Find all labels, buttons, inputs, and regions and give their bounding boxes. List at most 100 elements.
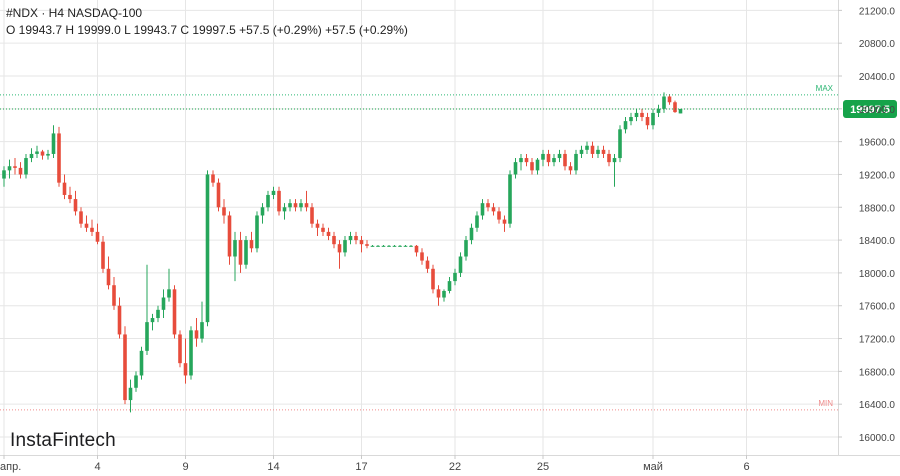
candle-body [656,108,661,113]
candle [436,285,441,306]
candle [227,211,232,265]
x-tick-label: апр. [0,461,21,473]
candle-body [13,166,17,168]
candle [134,371,138,392]
candle [612,153,617,187]
candle [68,186,72,204]
candle [524,153,529,167]
candle [46,149,50,160]
candle-body [425,260,430,269]
candle-body [348,235,353,241]
candle [2,166,6,187]
candle [321,223,325,236]
candle-body [40,151,45,156]
candle-body [453,272,457,282]
candle [315,219,320,236]
candle-body [233,240,237,257]
candle-body [442,290,446,298]
candle [469,223,474,245]
candle-body [596,149,600,154]
candle [128,379,133,413]
candle-body [480,203,485,216]
candle-body [293,203,298,208]
candle [7,159,12,179]
candle [205,170,210,327]
candle [216,178,221,212]
candle [266,190,270,212]
candle [508,170,512,228]
candle-body [387,245,391,247]
candle-body [365,244,369,246]
candle [95,223,100,245]
candle-body [139,350,144,376]
candle [618,125,622,163]
candle [332,231,336,249]
candle-body [205,174,210,323]
candle-body [150,318,155,323]
candle-body [51,133,56,154]
y-tick-label: 19600.0 [859,138,896,149]
candle-body [486,203,490,208]
candle [585,141,589,154]
candle [365,240,369,249]
candle-body [414,245,419,253]
y-tick-label: 17200.0 [859,335,896,346]
candle-body [238,240,243,265]
y-tick-label: 21200.0 [859,6,896,17]
candle [574,149,578,175]
candle [535,158,540,175]
candle-body [304,203,309,208]
candle-body [541,153,545,160]
candle [370,245,375,247]
x-tick-label: 4 [94,461,100,473]
candle-body [359,240,364,245]
candle-body [332,235,336,245]
candle-body [552,158,556,163]
candle-body [244,240,248,265]
candle [326,227,331,241]
brand-logo: InstaFintech [10,430,116,451]
candle-body [623,121,628,130]
candle [651,108,655,130]
candle [79,207,83,228]
candle [530,158,534,175]
candle [189,326,193,380]
candle [359,235,364,253]
candle-body [315,223,320,228]
candle [178,330,182,368]
x-tick-label: 17 [355,461,367,473]
y-tick-label: 20400.0 [859,72,896,83]
candle [337,240,342,269]
candle-body [662,96,666,109]
candle [40,149,45,160]
candle [244,235,248,269]
candle-body [216,182,221,208]
candle [568,162,573,175]
candle-body [321,227,325,232]
candle [112,277,116,310]
candle-body [469,227,474,241]
candle [29,148,34,163]
candle [491,203,496,216]
candle [497,207,501,224]
candle-body [310,207,314,224]
last-price-label: 19997.5 [850,104,890,116]
candle-body [431,268,435,290]
candle [24,153,28,179]
candle [480,199,485,220]
candle-body [464,240,468,257]
candle [299,199,303,212]
candle [656,104,661,118]
candle [200,301,204,343]
y-tick-label: 16400.0 [859,400,896,411]
candle [442,289,446,302]
candle [354,231,358,245]
candle-body [574,153,578,171]
candle [156,305,160,323]
candle-body [568,166,573,171]
candle [150,313,155,331]
candle [662,92,666,113]
candle [293,199,298,212]
candle-body [326,231,331,236]
